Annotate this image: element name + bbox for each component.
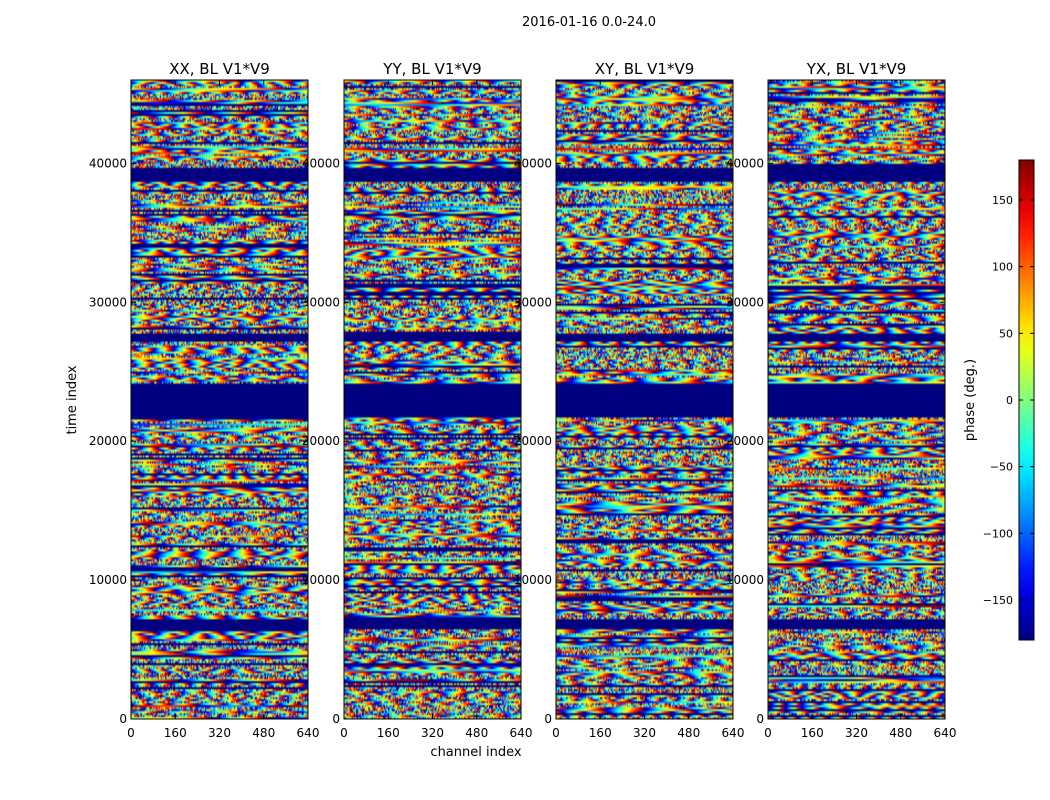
panel-title: XX, BL V1*V9 [169, 60, 270, 78]
panel-title: YX, BL V1*V9 [806, 60, 907, 78]
panels: XX, BL V1*V9 0 160 320 480 640 0 10000 20000 3000… [89, 60, 957, 740]
x-tick-label: 480 [465, 726, 488, 740]
y-tick-label: 20000 [89, 434, 127, 448]
y-tick-label: 40000 [514, 156, 552, 170]
y-tick-label: 20000 [514, 434, 552, 448]
y-tick-label: 20000 [302, 434, 340, 448]
colorbar-tick-label: 150 [992, 194, 1013, 207]
x-tick-label: 160 [589, 726, 612, 740]
x-tick-label: 640 [297, 726, 320, 740]
x-tick-label: 480 [889, 726, 912, 740]
y-tick-label: 10000 [89, 573, 127, 587]
y-tick-label: 30000 [726, 295, 764, 309]
y-tick-label: 30000 [89, 295, 127, 309]
phase-heatmap [131, 80, 308, 719]
y-tick-label: 40000 [726, 156, 764, 170]
y-tick-label: 10000 [514, 573, 552, 587]
y-tick-label: 40000 [89, 156, 127, 170]
x-tick-label: 480 [252, 726, 275, 740]
y-tick-label: 10000 [302, 573, 340, 587]
y-tick-label: 0 [544, 712, 552, 726]
colorbar-tick-label: −100 [983, 527, 1013, 540]
y-tick-label: 0 [756, 712, 764, 726]
x-tick-label: 640 [510, 726, 533, 740]
y-tick-label: 30000 [302, 295, 340, 309]
x-tick-label: 0 [552, 726, 560, 740]
y-tick-label: 20000 [726, 434, 764, 448]
phase-heatmap [344, 80, 521, 719]
panel-1: XX, BL V1*V9 0 160 320 480 640 0 10000 20000 3000… [89, 60, 320, 740]
colorbar-tick-label: 100 [992, 261, 1013, 274]
panel-title: XY, BL V1*V9 [595, 60, 695, 78]
x-tick-label: 160 [164, 726, 187, 740]
x-tick-label: 320 [208, 726, 231, 740]
x-tick-label: 640 [934, 726, 957, 740]
colorbar-tick-label: 0 [1006, 394, 1013, 407]
colorbar: 150 100 50 0 −50 −100 −150 [983, 159, 1035, 641]
y-tick-label: 0 [332, 712, 340, 726]
panel-4: YX, BL V1*V9 0 160 320 480 640 0 10000 20000 3000… [726, 60, 957, 740]
y-tick-label: 40000 [302, 156, 340, 170]
x-tick-label: 0 [764, 726, 772, 740]
x-tick-label: 0 [127, 726, 135, 740]
phase-heatmap [768, 80, 945, 719]
x-tick-label: 160 [377, 726, 400, 740]
figure-suptitle: 2016-01-16 0.0-24.0 [522, 15, 656, 30]
x-tick-label: 0 [340, 726, 348, 740]
y-tick-label: 0 [119, 712, 127, 726]
phase-heatmap [556, 80, 733, 719]
y-axis-label: time index [65, 365, 80, 434]
panel-2: YY, BL V1*V9 0 160 320 480 640 0 10000 20000 3000… [302, 60, 533, 740]
x-tick-label: 480 [677, 726, 700, 740]
panel-title: YY, BL V1*V9 [382, 60, 481, 78]
colorbar-label: phase (deg.) [963, 359, 978, 441]
x-axis-label: channel index [430, 745, 521, 760]
colorbar-tick-label: −150 [983, 594, 1013, 607]
colorbar-tick-label: 50 [999, 327, 1013, 340]
y-tick-label: 30000 [514, 295, 552, 309]
x-tick-label: 160 [801, 726, 824, 740]
panel-3: XY, BL V1*V9 0 160 320 480 640 0 10000 20000 3000… [514, 60, 745, 740]
y-tick-label: 10000 [726, 573, 764, 587]
x-tick-label: 320 [633, 726, 656, 740]
x-tick-label: 320 [421, 726, 444, 740]
x-tick-label: 640 [722, 726, 745, 740]
colorbar-tick-label: −50 [990, 461, 1013, 474]
x-tick-label: 320 [845, 726, 868, 740]
